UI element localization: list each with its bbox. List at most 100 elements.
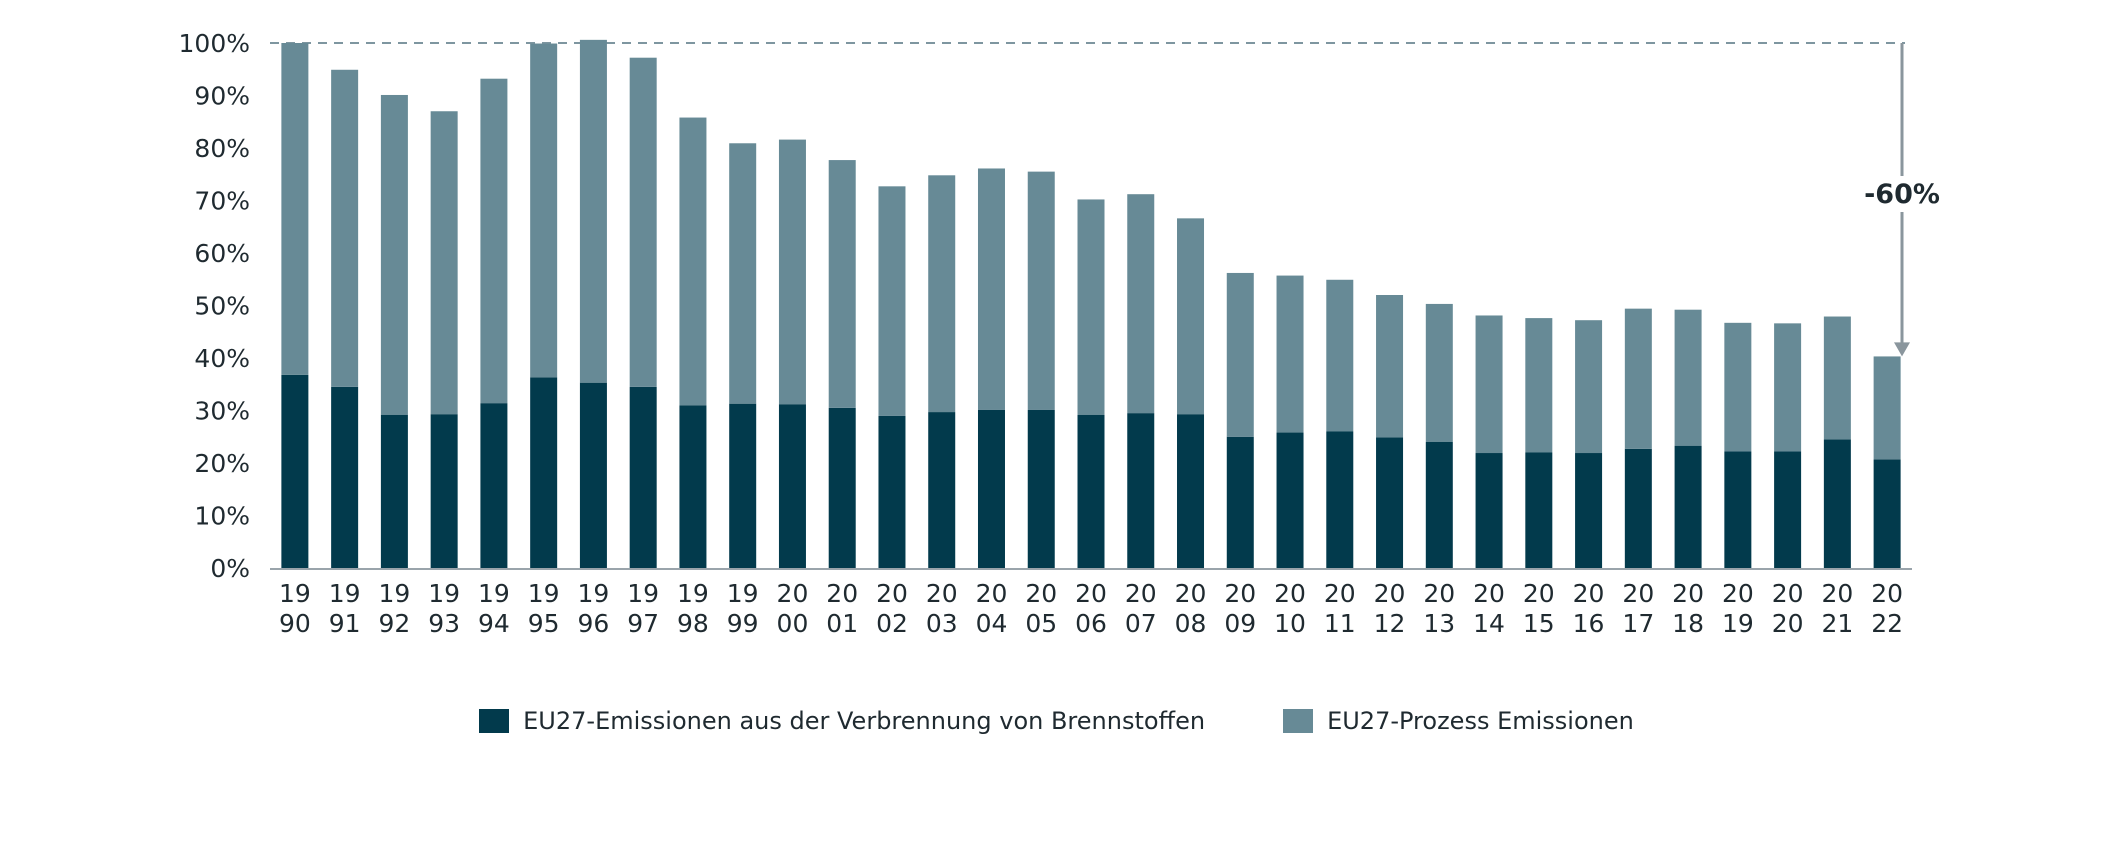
bar-combustion [1127,413,1155,568]
bar-process [878,186,906,416]
bar-combustion [1674,445,1702,568]
x-tick-label: 19 93 [428,579,460,638]
x-axis-ticks: 19 90 19 91 19 92 19 93 19 94 19 95 19 96 19 97 19 98 19 99… [279,579,1903,638]
bar-combustion [1525,452,1553,568]
x-tick-label: 20 06 [1075,579,1107,638]
bar-combustion [1226,436,1254,568]
bar-process [1575,320,1603,454]
bar-combustion [331,386,359,568]
bar-combustion [1724,451,1752,568]
x-tick-label: 19 95 [528,579,560,638]
legend-swatch-combustion [479,709,510,733]
bar-process [1774,323,1802,452]
annotation-arrowhead [1894,342,1910,357]
y-tick-label: 70% [194,187,250,216]
x-tick-label: 20 19 [1722,579,1754,638]
x-tick-label: 20 01 [826,579,858,638]
bar-combustion [1376,437,1404,568]
x-tick-label: 20 02 [876,579,908,638]
bar-process [1873,356,1901,460]
x-tick-label: 20 20 [1772,579,1804,638]
bar-process [480,78,508,404]
bar-process [579,39,607,383]
bar-combustion [281,374,309,568]
x-tick-label: 19 91 [329,579,361,638]
bar-process [729,143,757,404]
x-tick-label: 20 00 [777,579,809,638]
bar-process [1127,194,1155,414]
bar-process [1674,309,1702,446]
x-tick-label: 19 99 [727,579,759,638]
x-tick-label: 20 03 [926,579,958,638]
bar-process [1027,171,1055,410]
bar-combustion [380,414,408,568]
bar-process [430,111,458,415]
bar-combustion [1475,453,1503,568]
bar-process [679,117,707,406]
bar-process [380,94,408,415]
y-tick-label: 30% [194,397,250,426]
legend-label-combustion: EU27-Emissionen aus der Verbrennung von … [523,707,1206,735]
y-tick-label: 10% [194,502,250,531]
legend: EU27-Emissionen aus der Verbrennung von … [0,707,2113,735]
bar-combustion [1077,414,1105,568]
bar-combustion [1425,442,1453,568]
bar-process [1624,308,1652,449]
x-tick-label: 19 98 [677,579,709,638]
bar-process [281,43,309,375]
x-tick-label: 20 05 [1025,579,1057,638]
bar-combustion [928,412,956,568]
x-tick-label: 19 94 [478,579,510,638]
bar-process [1823,316,1851,440]
bar-combustion [1624,448,1652,568]
x-tick-label: 19 92 [378,579,410,638]
bar-process [1226,272,1254,437]
bar-combustion [530,377,558,568]
bar-process [331,69,359,387]
x-tick-label: 20 18 [1672,579,1704,638]
x-tick-label: 20 09 [1224,579,1256,638]
bar-combustion [629,386,657,568]
bar-combustion [1276,432,1304,568]
bar-process [1376,295,1404,438]
y-tick-label: 90% [194,82,250,111]
bar-process [1475,315,1503,454]
annotation-label: -60% [1864,179,1940,210]
y-tick-label: 50% [194,292,250,321]
x-tick-label: 20 22 [1871,579,1903,638]
x-tick-label: 20 14 [1473,579,1505,638]
bar-process [1326,279,1354,432]
bar-combustion [480,403,508,568]
x-tick-label: 20 16 [1573,579,1605,638]
x-tick-label: 20 12 [1374,579,1406,638]
x-tick-label: 20 11 [1324,579,1356,638]
bar-process [778,139,806,405]
bar-combustion [1027,409,1055,568]
bar-combustion [1823,439,1851,568]
bar-process [828,160,856,408]
bar-combustion [778,404,806,568]
y-axis-ticks: 0% 10% 20% 30% 40% 50% 60% 70% 80% 90% 100% [179,29,250,583]
x-tick-label: 20 13 [1423,579,1455,638]
bar-process [928,175,956,413]
legend-item-process: EU27-Prozess Emissionen [1283,707,1634,735]
bar-combustion [977,409,1005,568]
bar-process [629,57,657,387]
x-tick-label: 19 96 [578,579,610,638]
x-tick-label: 20 08 [1175,579,1207,638]
y-tick-label: 20% [194,449,250,478]
bar-combustion [729,403,757,568]
bar-process [1077,199,1105,415]
bar-combustion [1177,414,1205,568]
x-tick-label: 20 10 [1274,579,1306,638]
y-tick-label: 100% [179,29,250,58]
bar-combustion [1873,459,1901,568]
reduction-annotation: -60% [1864,43,1940,357]
bar-process [977,168,1005,410]
bar-combustion [1774,451,1802,568]
bar-process [1525,318,1553,453]
bar-process [1425,303,1453,442]
bar-combustion [1575,453,1603,568]
x-tick-label: 19 97 [627,579,659,638]
